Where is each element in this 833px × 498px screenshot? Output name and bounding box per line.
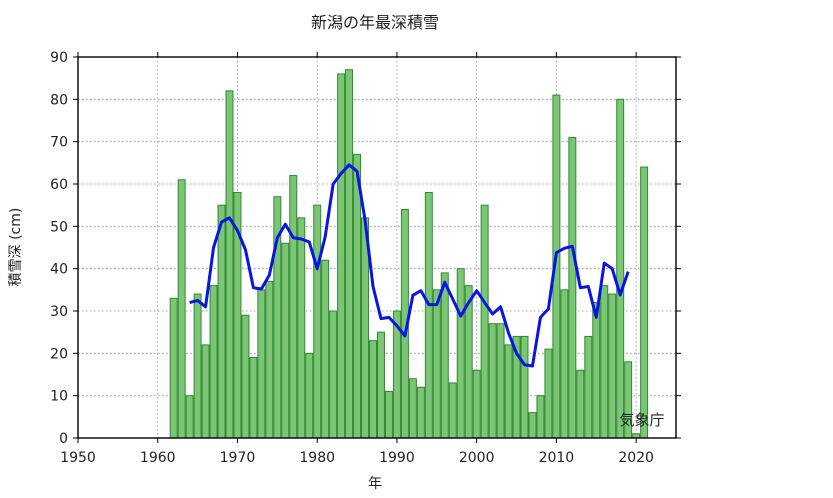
chart-title: 新潟の年最深積雪 [311,13,439,32]
x-tick-label-1970: 1970 [220,450,256,466]
bar-1988 [377,331,385,439]
bar-2007 [528,412,537,439]
bar-1989 [384,390,393,439]
bar-2000 [472,369,481,439]
x-tick-label-1960: 1960 [140,450,176,466]
bar-2011 [560,289,569,439]
x-tick-label-1950: 1950 [60,450,96,466]
bar-series [169,69,649,439]
plot-frame [77,56,677,439]
bar-1993 [416,386,425,439]
y-tick-label-70: 70 [50,135,68,151]
bar-1967 [209,285,218,439]
bar-1982 [329,310,338,439]
x-tick-label-2020: 2020 [618,450,654,466]
bar-1987 [369,340,377,439]
x-axis: 1950 1960 1970 1980 1990 2000 2010 2020 [60,52,654,466]
bar-1978 [297,217,306,439]
bar-1969 [225,90,234,439]
bar-1994 [424,191,433,439]
bar-1985 [353,153,362,439]
x-tick-label-2000: 2000 [459,450,495,466]
bar-2006 [520,335,529,439]
bar-1974 [265,280,274,439]
bar-2018 [616,98,625,439]
bar-2013 [576,369,585,439]
bar-2002 [488,323,497,439]
bar-1980 [313,204,322,439]
y-tick-label-90: 90 [50,50,68,66]
bar-1965 [193,293,202,439]
bar-1979 [305,352,314,439]
bar-1977 [289,175,298,439]
bar-1981 [321,259,330,439]
bar-1976 [281,242,290,439]
x-axis-label: 年 [368,476,382,492]
bar-1992 [408,378,417,439]
bar-1968 [217,204,226,439]
bar-2021 [640,166,649,439]
y-tick-label-30: 30 [50,304,68,320]
bar-2004 [504,344,513,439]
y-tick-label-60: 60 [50,177,68,193]
bar-1973 [257,289,266,439]
y-tick-label-20: 20 [50,346,68,362]
bar-2008 [536,395,545,439]
bar-2016 [600,285,609,439]
bar-2015 [592,302,601,439]
bar-1972 [249,357,258,439]
bar-1983 [337,73,346,439]
bar-2014 [584,335,593,439]
bar-2001 [480,204,489,439]
x-tick-label-1990: 1990 [379,450,415,466]
bar-2017 [608,293,617,439]
credit-label: 気象庁 [619,411,664,429]
bar-1964 [185,395,194,439]
bar-1996 [440,272,449,439]
bar-1966 [201,344,210,439]
bar-1995 [432,289,441,439]
bar-1998 [456,268,465,439]
y-tick-label-40: 40 [50,262,68,278]
bar-1963 [177,179,186,439]
bar-1997 [448,382,457,439]
y-axis-label: 積雪深 (cm) [8,208,24,287]
moving-average-line [189,163,630,368]
bar-2009 [544,348,553,439]
y-tick-label-0: 0 [59,431,68,447]
moving-average-series [189,163,630,368]
y-tick-label-10: 10 [50,389,68,405]
x-tick-label-1980: 1980 [299,450,335,466]
bar-1962 [169,297,178,439]
bar-2012 [568,136,577,439]
y-tick-label-80: 80 [50,92,68,108]
x-tick-label-2010: 2010 [539,450,575,466]
bar-1971 [241,314,250,439]
y-axis: 0 10 20 30 40 50 60 70 80 90 [50,50,681,447]
bar-2003 [496,323,505,439]
bar-1984 [345,69,354,439]
y-tick-label-50: 50 [50,219,68,235]
